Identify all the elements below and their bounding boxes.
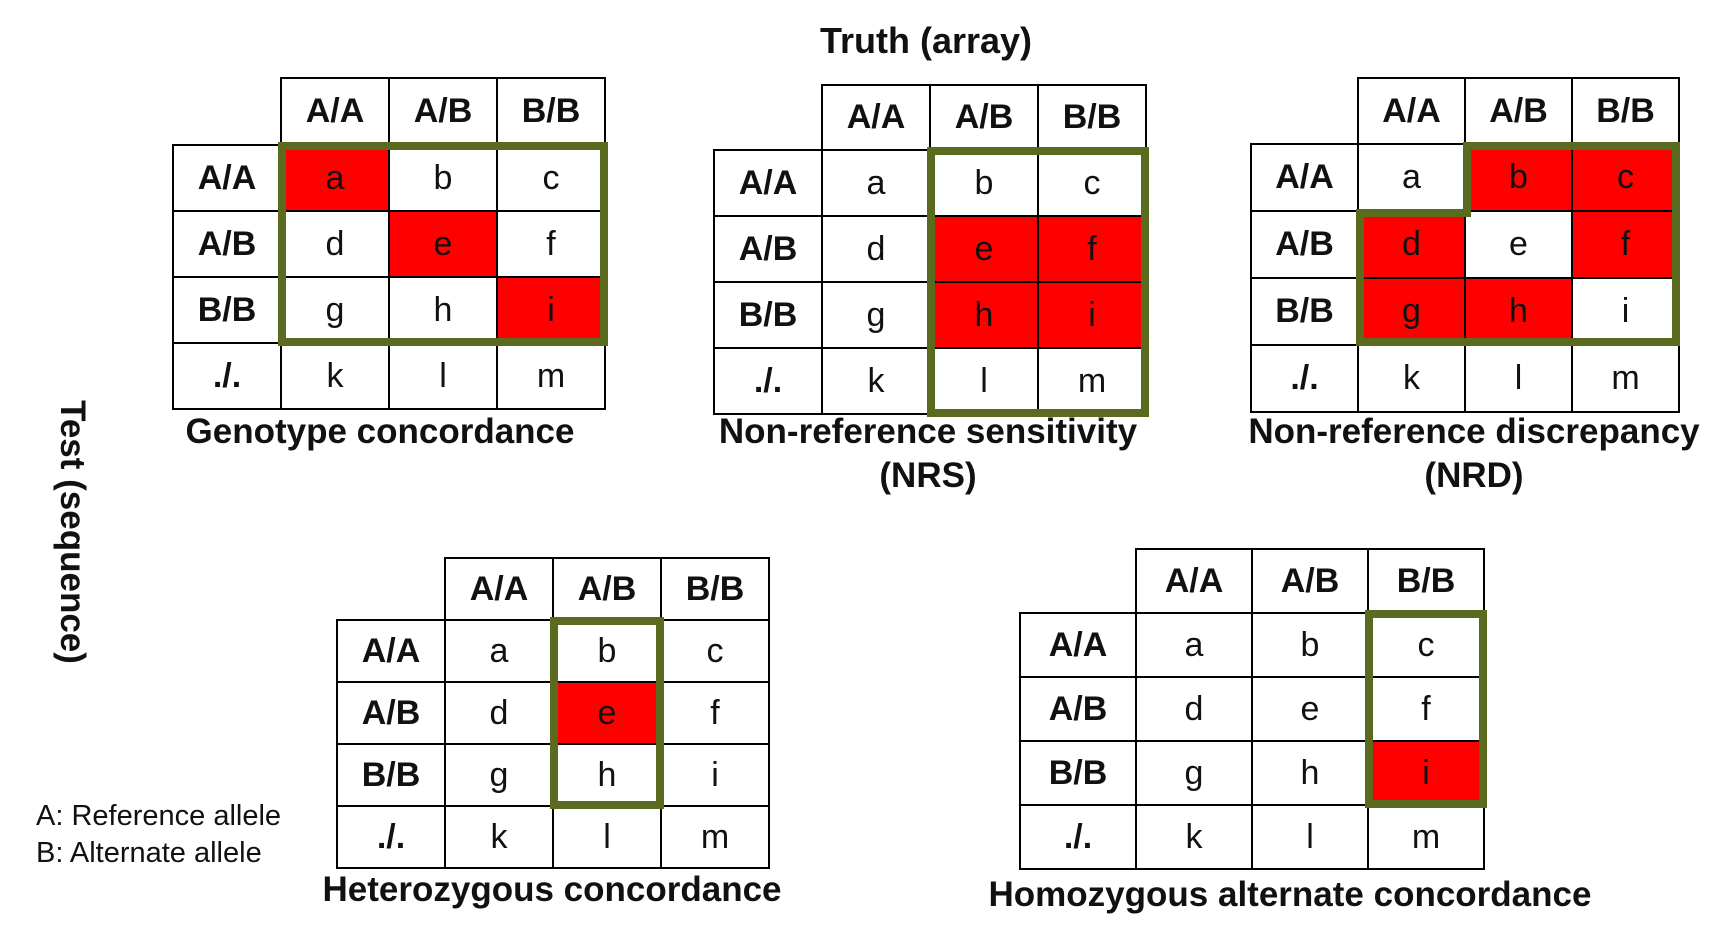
matrix-cell-d: d: [280, 210, 390, 278]
matrix-cell-k: k: [1357, 344, 1466, 413]
legend-alternate-allele: B: Alternate allele: [36, 837, 262, 869]
column-header: A/B: [929, 84, 1039, 151]
row-header: A/B: [1019, 676, 1137, 742]
matrix-cell-f: f: [660, 681, 770, 745]
row-header: A/B: [336, 681, 446, 745]
matrix-cell-d: d: [444, 681, 554, 745]
row-header: ./.: [1019, 804, 1137, 870]
matrix-cell-f: f: [1367, 676, 1485, 742]
row-header: ./.: [713, 347, 823, 415]
column-header: A/A: [444, 557, 554, 621]
matrix-cell-h: h: [1251, 740, 1369, 806]
matrix-cell-k: k: [1135, 804, 1253, 870]
matrix-cell-i: i: [1571, 277, 1680, 346]
matrix-cell-h: h: [929, 281, 1039, 349]
matrix-cell-m: m: [1367, 804, 1485, 870]
matrix-cell-e: e: [1464, 210, 1573, 279]
legend-reference-allele: A: Reference allele: [36, 800, 282, 832]
column-header: A/B: [1251, 548, 1369, 614]
matrix-cell-a: a: [1135, 612, 1253, 678]
row-header: B/B: [336, 743, 446, 807]
column-header: B/B: [1367, 548, 1485, 614]
matrix-cell-c: c: [1367, 612, 1485, 678]
row-header: B/B: [1250, 277, 1359, 346]
panel-caption: Homozygous alternate concordance: [960, 873, 1620, 917]
matrix-cell-c: c: [496, 144, 606, 212]
caption-line: Non-reference discrepancy: [1248, 412, 1700, 451]
column-header: B/B: [496, 77, 606, 146]
column-header: A/B: [552, 557, 662, 621]
panel-caption: Non-reference sensitivity (NRS): [598, 410, 1258, 498]
column-header: B/B: [660, 557, 770, 621]
row-header: ./.: [336, 805, 446, 869]
column-header: A/A: [1135, 548, 1253, 614]
matrix-cell-c: c: [1571, 143, 1680, 212]
matrix-cell-c: c: [1037, 149, 1147, 217]
matrix-cell-a: a: [821, 149, 931, 217]
matrix-cell-f: f: [496, 210, 606, 278]
matrix-cell-m: m: [496, 342, 606, 410]
row-header: A/B: [1250, 210, 1359, 279]
matrix-cell-a: a: [444, 619, 554, 683]
matrix-cell-e: e: [552, 681, 662, 745]
matrix-cell-g: g: [1357, 277, 1466, 346]
row-header: A/A: [336, 619, 446, 683]
matrix-cell-g: g: [444, 743, 554, 807]
matrix-cell-k: k: [444, 805, 554, 869]
matrix-cell-l: l: [1464, 344, 1573, 413]
row-header: B/B: [1019, 740, 1137, 806]
matrix-cell-a: a: [1357, 143, 1466, 212]
panel-caption: Genotype concordance: [50, 410, 710, 454]
matrix-cell-m: m: [660, 805, 770, 869]
matrix-cell-h: h: [552, 743, 662, 807]
caption-line: (NRS): [879, 456, 977, 495]
truth-axis-label: Truth (array): [820, 20, 1033, 61]
row-header: A/B: [713, 215, 823, 283]
row-header: A/B: [172, 210, 282, 278]
row-header: A/A: [172, 144, 282, 212]
matrix-cell-g: g: [280, 276, 390, 344]
panel-caption: Non-reference discrepancy (NRD): [1144, 410, 1736, 498]
allele-legend: A: Reference allele B: Alternate allele: [36, 798, 281, 872]
caption-line: (NRD): [1424, 456, 1524, 495]
matrix-cell-d: d: [1135, 676, 1253, 742]
caption-line: Heterozygous concordance: [322, 870, 782, 909]
row-header: ./.: [1250, 344, 1359, 413]
matrix-cell-i: i: [1367, 740, 1485, 806]
matrix-cell-m: m: [1571, 344, 1680, 413]
matrix-cell-l: l: [1251, 804, 1369, 870]
panel-caption: Heterozygous concordance: [222, 868, 882, 912]
matrix-cell-c: c: [660, 619, 770, 683]
caption-line: Homozygous alternate concordance: [988, 875, 1592, 914]
matrix-cell-h: h: [1464, 277, 1573, 346]
matrix-cell-f: f: [1571, 210, 1680, 279]
caption-line: Genotype concordance: [185, 412, 575, 451]
row-header: ./.: [172, 342, 282, 410]
matrix-cell-k: k: [821, 347, 931, 415]
matrix-cell-b: b: [552, 619, 662, 683]
caption-line: Non-reference sensitivity: [718, 412, 1138, 451]
matrix-cell-i: i: [660, 743, 770, 807]
matrix-cell-g: g: [1135, 740, 1253, 806]
matrix-cell-k: k: [280, 342, 390, 410]
row-header: A/A: [1019, 612, 1137, 678]
matrix-cell-b: b: [1251, 612, 1369, 678]
matrix-cell-d: d: [821, 215, 931, 283]
matrix-cell-f: f: [1037, 215, 1147, 283]
matrix-cell-e: e: [1251, 676, 1369, 742]
matrix-cell-l: l: [552, 805, 662, 869]
